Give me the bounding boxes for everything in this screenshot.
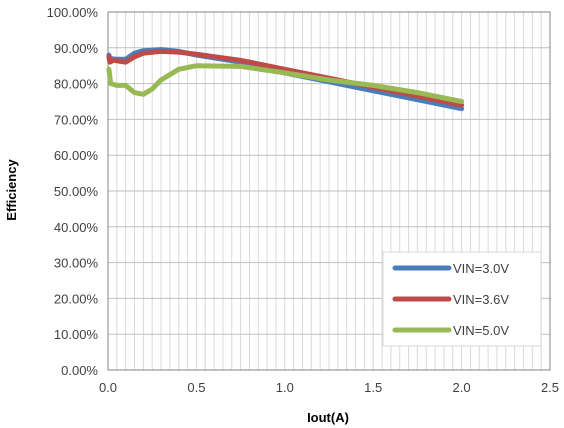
y-tick-label: 0.00%	[61, 363, 98, 378]
plot-border	[107, 11, 551, 371]
series-line-3	[106, 63, 465, 104]
x-tick-label: 0.5	[187, 380, 205, 395]
y-axis-title: Efficiency	[4, 159, 19, 221]
labels-layer: 0.00% 10.00% 20.00% 30.00% 40.00% 50.00% 60.00…	[47, 5, 559, 395]
y-tick-label: 60.00%	[54, 148, 99, 163]
x-tick-label: 1.5	[364, 380, 382, 395]
y-tick-label: 50.00%	[54, 184, 99, 199]
y-tick-label: 40.00%	[54, 220, 99, 235]
legend-label-1: VIN=3.0V	[453, 261, 509, 276]
x-tick-label: 2.0	[453, 380, 471, 395]
y-tick-label: 10.00%	[54, 327, 99, 342]
series-layer	[106, 47, 465, 112]
x-tick-label: 0.0	[99, 380, 117, 395]
y-tick-label: 90.00%	[54, 41, 99, 56]
legend-label-3: VIN=5.0V	[453, 323, 509, 338]
y-tick-label: 80.00%	[54, 77, 99, 92]
legend-label-2: VIN=3.6V	[453, 292, 509, 307]
x-tick-label: 1.0	[276, 380, 294, 395]
y-tick-label: 100.00%	[47, 5, 99, 20]
axes-layer	[107, 11, 551, 371]
y-tick-label: 20.00%	[54, 291, 99, 306]
y-tick-label: 70.00%	[54, 112, 99, 127]
legend: VIN=3.0V VIN=3.6V VIN=5.0V	[382, 251, 542, 347]
x-tick-label: 2.5	[541, 380, 559, 395]
y-tick-label: 30.00%	[54, 256, 99, 271]
x-axis-title: Iout(A)	[307, 410, 349, 425]
